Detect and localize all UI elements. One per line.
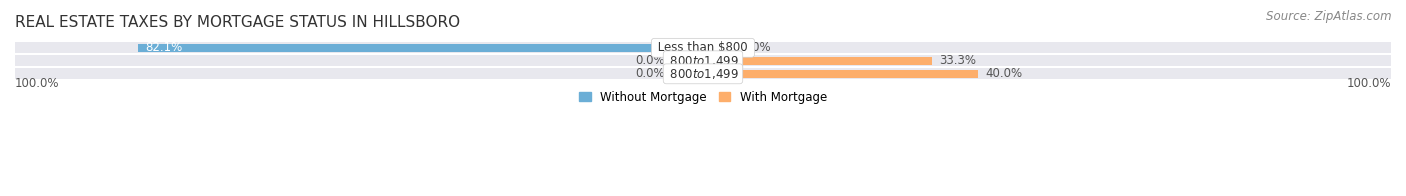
Legend: Without Mortgage, With Mortgage: Without Mortgage, With Mortgage — [579, 91, 827, 104]
Bar — [15, 42, 1391, 53]
Bar — [138, 44, 703, 52]
Text: 100.0%: 100.0% — [15, 77, 59, 90]
Text: Less than $800: Less than $800 — [654, 41, 752, 54]
Bar — [15, 68, 1391, 79]
Text: $800 to $1,499: $800 to $1,499 — [666, 54, 740, 68]
Bar — [703, 57, 932, 65]
Text: Source: ZipAtlas.com: Source: ZipAtlas.com — [1267, 10, 1392, 23]
Text: 100.0%: 100.0% — [1347, 77, 1391, 90]
Text: $800 to $1,499: $800 to $1,499 — [666, 67, 740, 81]
Text: REAL ESTATE TAXES BY MORTGAGE STATUS IN HILLSBORO: REAL ESTATE TAXES BY MORTGAGE STATUS IN … — [15, 15, 460, 30]
Bar — [15, 55, 1391, 66]
Bar — [703, 44, 731, 52]
Text: 0.0%: 0.0% — [636, 67, 665, 80]
Bar — [703, 70, 979, 78]
Text: 0.0%: 0.0% — [741, 41, 770, 54]
Text: 40.0%: 40.0% — [986, 67, 1022, 80]
Bar — [675, 57, 703, 65]
Text: 82.1%: 82.1% — [145, 41, 183, 54]
Text: 33.3%: 33.3% — [939, 54, 976, 67]
Text: 0.0%: 0.0% — [636, 54, 665, 67]
Bar — [675, 70, 703, 78]
